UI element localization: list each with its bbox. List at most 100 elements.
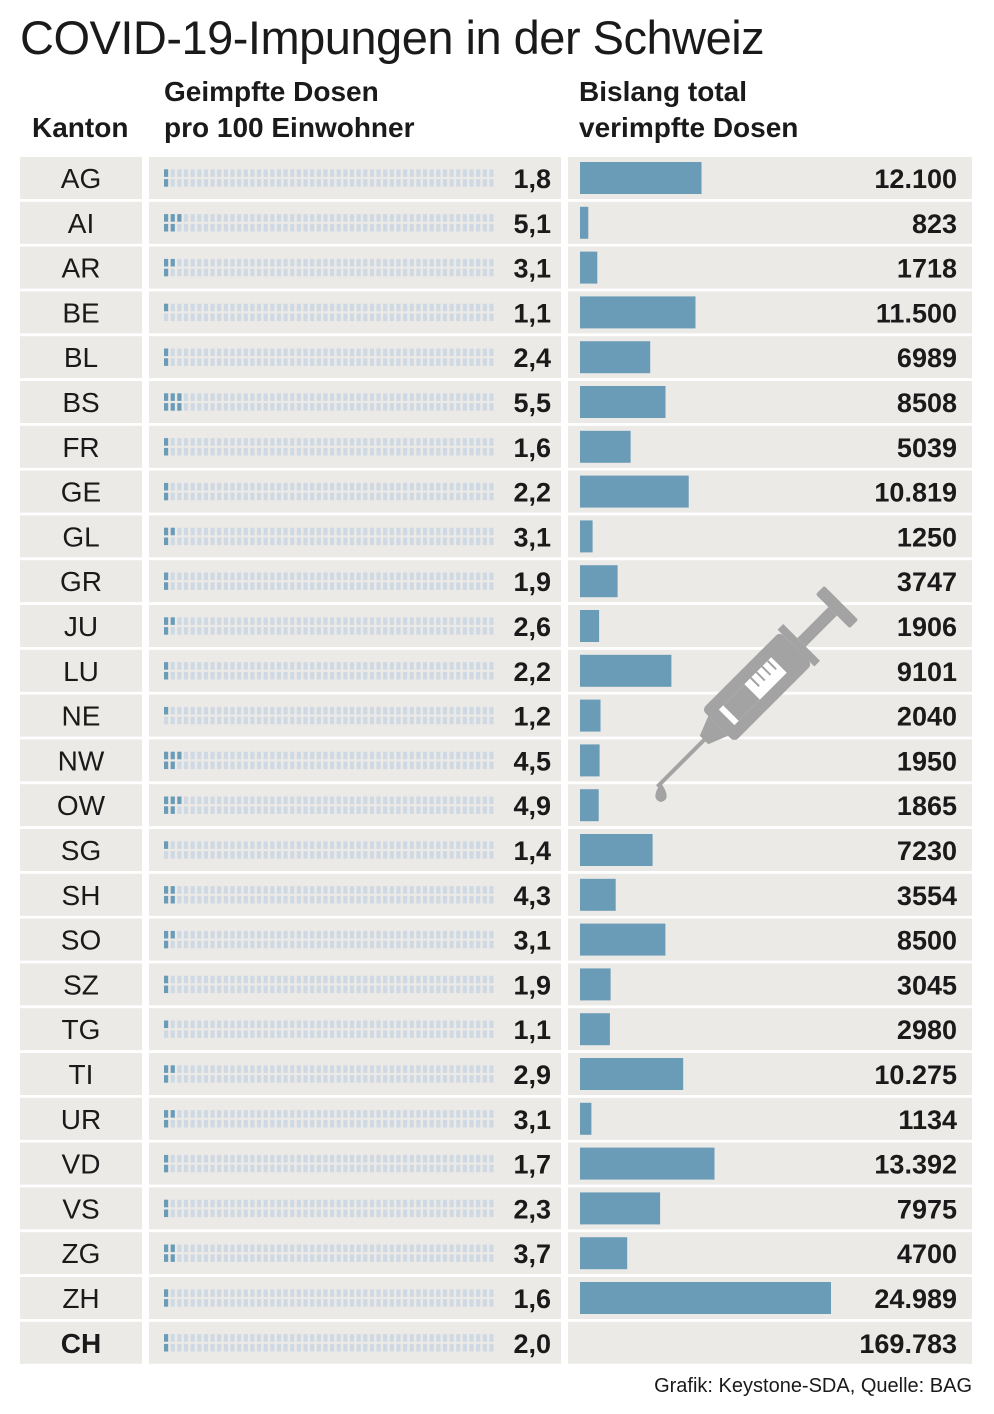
waffle-cell — [323, 841, 328, 849]
waffle-cell — [263, 1209, 268, 1218]
waffle-cell — [482, 393, 487, 401]
waffle-cell — [316, 582, 321, 590]
waffle-cell — [482, 617, 487, 625]
waffle-cell — [396, 1164, 401, 1173]
waffle-cell — [210, 358, 215, 366]
waffle-cell — [217, 886, 222, 894]
waffle-cell — [349, 716, 355, 725]
waffle-cell — [250, 223, 255, 232]
waffle-cell — [190, 806, 195, 814]
waffle-cell — [416, 1030, 421, 1038]
waffle-cell — [429, 886, 434, 894]
waffle-cell — [422, 662, 428, 670]
waffle-cell — [210, 1289, 215, 1297]
waffle-cell — [336, 393, 341, 401]
waffle-cell — [422, 393, 428, 401]
waffle-cell-filled — [164, 841, 169, 849]
waffle-cell — [203, 1110, 209, 1118]
waffle-cell — [290, 527, 295, 536]
waffle-cell — [436, 438, 441, 446]
waffle-cell — [230, 1209, 235, 1218]
waffle-cell — [217, 1119, 222, 1128]
waffle-cell — [336, 975, 341, 984]
waffle-cell — [416, 582, 421, 590]
waffle-cell — [170, 706, 175, 715]
waffle-cell — [237, 627, 242, 635]
waffle-cell — [389, 348, 394, 357]
waffle-cell — [422, 716, 428, 725]
waffle-cell — [256, 975, 262, 984]
waffle-cell — [210, 313, 215, 322]
waffle-cell — [183, 223, 189, 232]
waffle-cell — [383, 851, 388, 859]
waffle-cell — [197, 617, 202, 625]
waffle-cell — [449, 806, 454, 814]
waffle-cell — [210, 258, 215, 267]
waffle-cell — [270, 1299, 275, 1307]
waffle-cell — [276, 985, 282, 994]
waffle-cell — [449, 841, 454, 849]
waffle-cell — [316, 537, 321, 546]
waffle-cell — [436, 1209, 441, 1218]
waffle-cell — [449, 671, 454, 680]
waffle-cell — [429, 851, 434, 859]
waffle-cell — [442, 258, 448, 267]
waffle-cell — [349, 940, 355, 949]
waffle-cell — [383, 572, 388, 581]
waffle-cell — [422, 627, 428, 635]
waffle-cell-bg — [149, 605, 561, 647]
waffle-cell-filled — [170, 393, 175, 401]
waffle-cell — [303, 895, 308, 904]
waffle-cell — [316, 358, 321, 366]
waffle-cell — [343, 393, 348, 401]
waffle-cell — [456, 895, 461, 904]
waffle-cell — [290, 716, 295, 725]
waffle-cell — [442, 582, 448, 590]
waffle-cell-filled — [177, 796, 182, 805]
waffle-cell — [343, 1343, 348, 1352]
waffle-cell — [197, 751, 202, 760]
waffle-cell — [442, 1343, 448, 1352]
waffle-cell — [383, 214, 388, 222]
waffle-cell — [403, 662, 408, 670]
total-doses-label: 2980 — [897, 1015, 957, 1045]
waffle-cell — [230, 1244, 235, 1253]
waffle-cell — [389, 313, 394, 322]
waffle-cell-filled — [164, 214, 169, 222]
waffle-cell — [310, 1030, 315, 1038]
waffle-cell — [230, 268, 235, 277]
kanton-cell-bg — [20, 918, 142, 961]
waffle-cell — [343, 582, 348, 590]
waffle-cell — [462, 438, 467, 446]
waffle-cell — [203, 1254, 209, 1262]
waffle-cell — [436, 975, 441, 984]
waffle-cell — [270, 214, 275, 222]
waffle-cell — [330, 393, 335, 401]
waffle-cell — [203, 537, 209, 546]
waffle-cell — [363, 179, 368, 187]
waffle-cell — [422, 537, 428, 546]
waffle-cell — [343, 1199, 348, 1208]
waffle-cell — [250, 169, 255, 177]
waffle-cell — [197, 313, 202, 322]
waffle-cell — [250, 895, 255, 904]
waffle-cell — [396, 1020, 401, 1029]
waffle-cell — [330, 268, 335, 277]
waffle-cell — [389, 975, 394, 984]
waffle-cell — [197, 214, 202, 222]
waffle-cell — [170, 358, 175, 366]
waffle-cell — [356, 627, 361, 635]
waffle-cell — [290, 1110, 295, 1118]
waffle-cell — [409, 1299, 414, 1307]
waffle-cell — [422, 617, 428, 625]
waffle-cell — [369, 403, 375, 411]
waffle-cell — [290, 930, 295, 939]
syringe-flange — [777, 624, 820, 667]
waffle-cell — [376, 671, 381, 680]
waffle-cell — [256, 1075, 262, 1083]
waffle-cell — [303, 886, 308, 894]
waffle-cell — [323, 537, 328, 546]
waffle-cell — [250, 482, 255, 491]
total-doses-bar — [580, 565, 618, 598]
waffle-cell — [316, 1209, 321, 1218]
